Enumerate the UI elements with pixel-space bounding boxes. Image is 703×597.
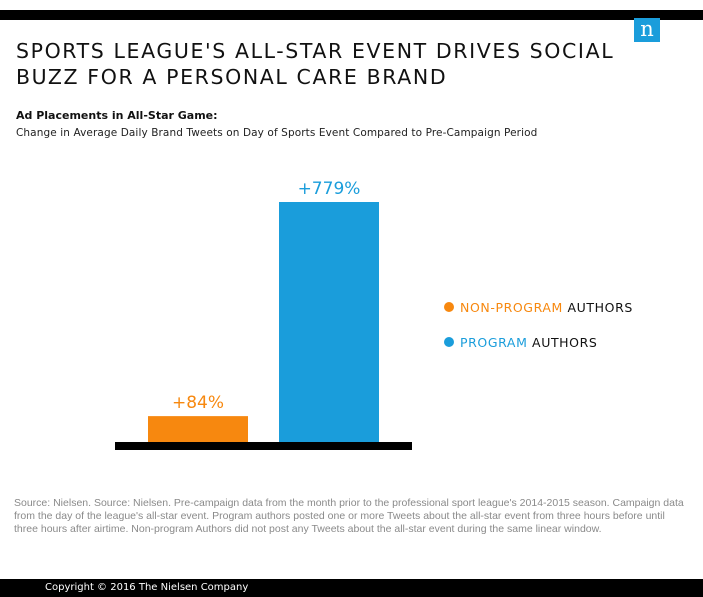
data-label-non-program: +84% — [172, 393, 224, 413]
nielsen-logo: n — [634, 18, 660, 42]
x-axis-baseline — [115, 442, 412, 450]
source-note: Source: Nielsen. Source: Nielsen. Pre-ca… — [14, 497, 684, 536]
page-title: SPORTS LEAGUE'S ALL-STAR EVENT DRIVES SO… — [16, 39, 615, 89]
top-bar — [0, 10, 703, 20]
legend-dot-program — [444, 337, 454, 347]
copyright-text: Copyright © 2016 The Nielsen Company — [45, 582, 249, 593]
chart-description: Change in Average Daily Brand Tweets on … — [16, 127, 538, 139]
bar-non-program — [148, 416, 248, 442]
footer-bar: Copyright © 2016 The Nielsen Company — [0, 579, 703, 597]
legend-dot-non-program — [444, 302, 454, 312]
chart-subtitle: Ad Placements in All-Star Game: — [16, 109, 218, 122]
legend-label-non-program: NON-PROGRAM AUTHORS — [460, 300, 633, 315]
bar-program — [279, 202, 379, 442]
bar-chart: +84% +779% — [115, 179, 412, 450]
legend-label-program: PROGRAM AUTHORS — [460, 335, 598, 350]
data-label-program: +779% — [298, 179, 361, 199]
